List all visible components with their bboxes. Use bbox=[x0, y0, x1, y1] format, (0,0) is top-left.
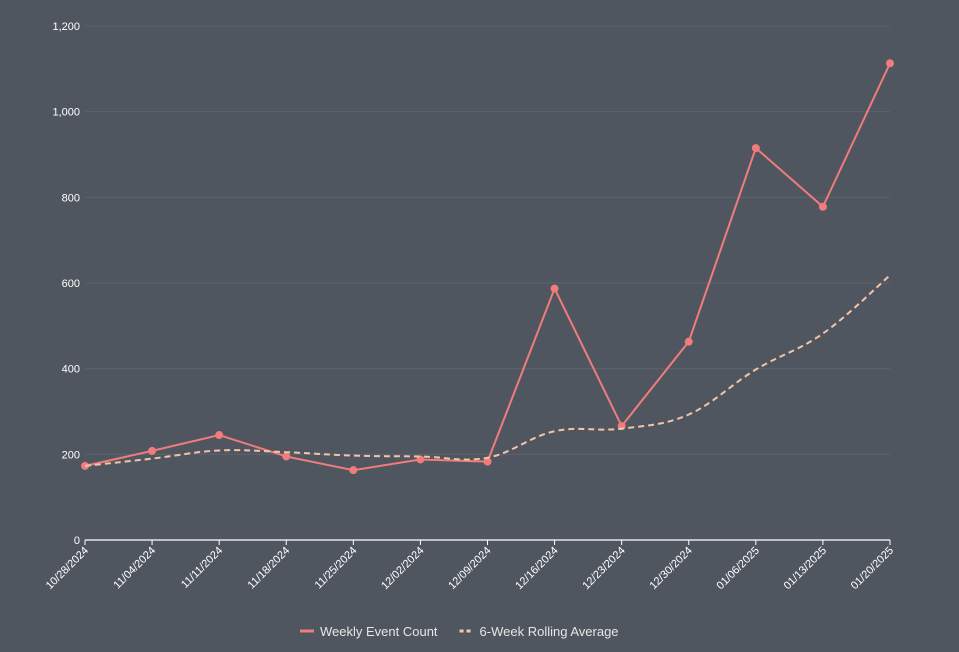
legend[interactable]: Weekly Event Count 6-Week Rolling Average bbox=[300, 624, 619, 639]
data-point-0-11[interactable] bbox=[818, 202, 827, 211]
y-axis-tick-labels: 0 200 400 600 800 1,000 1,200 bbox=[52, 21, 80, 547]
data-point-0-9[interactable] bbox=[684, 337, 693, 346]
y-tick-label-400: 400 bbox=[62, 364, 80, 376]
y-tick-label-1000: 1,000 bbox=[52, 107, 80, 119]
data-point-0-2[interactable] bbox=[215, 431, 224, 440]
x-tick-label-12: 01/20/2025 bbox=[849, 545, 896, 592]
y-tick-label-800: 800 bbox=[62, 192, 80, 204]
series-line-1 bbox=[84, 274, 891, 467]
x-tick-label-8: 12/23/2024 bbox=[580, 545, 627, 592]
data-point-0-7[interactable] bbox=[550, 284, 559, 293]
legend-item-0[interactable]: Weekly Event Count bbox=[300, 624, 438, 639]
x-tick-label-9: 12/30/2024 bbox=[647, 545, 694, 592]
data-point-0-6[interactable] bbox=[483, 457, 492, 466]
y-tick-label-600: 600 bbox=[62, 278, 80, 290]
x-tick-label-10: 01/06/2025 bbox=[715, 545, 762, 592]
data-point-0-4[interactable] bbox=[349, 466, 358, 475]
data-point-0-10[interactable] bbox=[751, 144, 760, 153]
y-tick-label-0: 0 bbox=[74, 535, 80, 547]
x-tick-label-7: 12/16/2024 bbox=[513, 545, 560, 592]
data-point-0-5[interactable] bbox=[416, 455, 425, 464]
legend-label-1: 6-Week Rolling Average bbox=[480, 624, 619, 639]
x-tick-label-3: 11/18/2024 bbox=[246, 545, 293, 592]
series bbox=[81, 59, 894, 475]
x-tick-label-0: 10/28/2024 bbox=[44, 545, 91, 592]
data-point-0-1[interactable] bbox=[148, 446, 157, 455]
x-axis-tick-labels: 10/28/2024 11/04/2024 11/11/2024 11/18/2024… bbox=[44, 545, 896, 592]
axes bbox=[84, 539, 891, 545]
x-tick-label-2: 11/11/2024 bbox=[179, 545, 225, 591]
y-tick-label-200: 200 bbox=[62, 449, 80, 461]
data-point-0-12[interactable] bbox=[886, 59, 894, 68]
legend-item-1[interactable]: 6-Week Rolling Average bbox=[459, 624, 619, 639]
legend-label-0: Weekly Event Count bbox=[320, 624, 438, 639]
series-line-0 bbox=[84, 62, 891, 472]
y-tick-label-1200: 1,200 bbox=[52, 21, 80, 33]
data-point-0-3[interactable] bbox=[282, 452, 291, 461]
x-tick-label-11: 01/13/2025 bbox=[782, 545, 829, 592]
x-tick-label-6: 12/09/2024 bbox=[446, 545, 493, 592]
x-tick-label-4: 11/25/2024 bbox=[313, 545, 360, 592]
grid-lines bbox=[85, 25, 890, 455]
x-tick-label-1: 11/04/2024 bbox=[111, 545, 158, 592]
x-tick-label-5: 12/02/2024 bbox=[379, 545, 426, 592]
